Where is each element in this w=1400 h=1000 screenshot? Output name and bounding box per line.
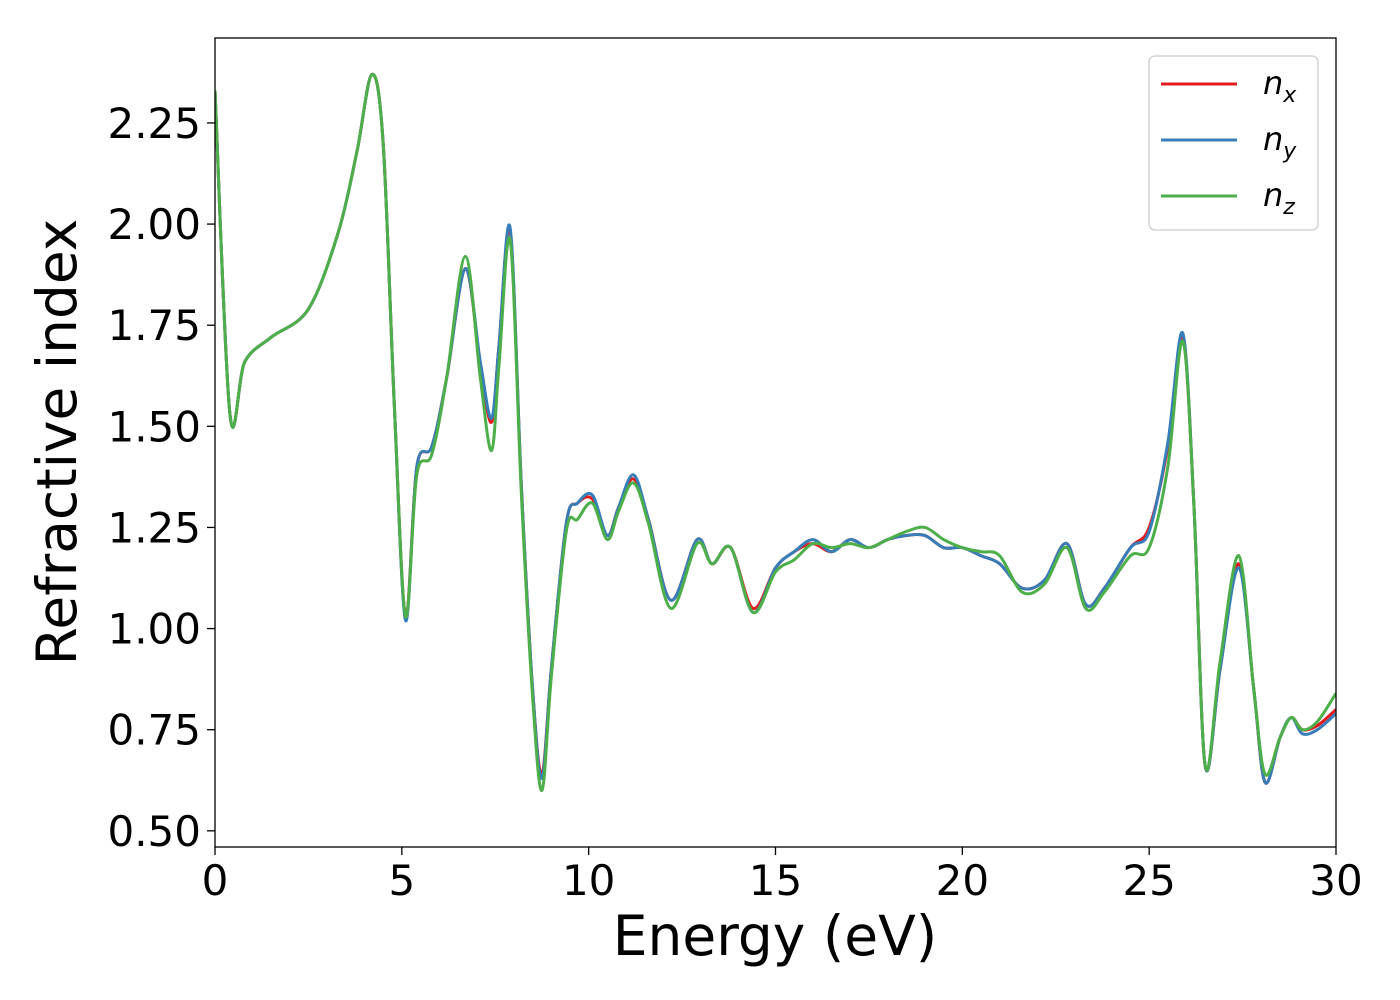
legend-label-symbol: n: [1263, 176, 1283, 214]
y-tick-label: 1.00: [107, 605, 201, 654]
x-tick-label: 5: [388, 856, 415, 905]
x-tick-label: 15: [749, 856, 802, 905]
x-tick-label: 30: [1309, 856, 1362, 905]
series-line-nz: [215, 72, 1336, 792]
legend-label-ny: ny: [1263, 120, 1297, 164]
x-tick-label: 10: [562, 856, 615, 905]
x-tick-label: 20: [936, 856, 989, 905]
legend-label-nz: nz: [1263, 176, 1295, 220]
y-tick-label: 2.25: [107, 99, 201, 148]
series-layer: [215, 72, 1336, 792]
y-axis-title: Refractive index: [25, 219, 89, 666]
y-tick-label: 0.75: [107, 706, 201, 755]
legend-box: [1148, 55, 1319, 231]
legend-label-subscript: z: [1282, 195, 1295, 220]
legend-label-subscript: x: [1282, 83, 1297, 108]
y-tick-label: 1.75: [107, 301, 201, 350]
x-tick-label: 25: [1122, 856, 1175, 905]
x-tick-label: 0: [202, 856, 229, 905]
legend-label-subscript: y: [1282, 139, 1297, 164]
x-axis-title: Energy (eV): [613, 904, 937, 968]
y-tick-label: 1.50: [107, 402, 201, 451]
y-tick-label: 1.25: [107, 503, 201, 552]
x-axis: 0 5 10 15 20 25 30: [202, 847, 1363, 905]
y-tick-label: 0.50: [107, 807, 201, 856]
y-axis: 0.50 0.75 1.00 1.25 1.50 1.75 2.00 2.25: [107, 99, 215, 856]
y-tick-label: 2.00: [107, 200, 201, 249]
legend-label-nx: nx: [1263, 64, 1297, 108]
legend-label-symbol: n: [1263, 120, 1283, 158]
legend-label-symbol: n: [1263, 64, 1283, 102]
